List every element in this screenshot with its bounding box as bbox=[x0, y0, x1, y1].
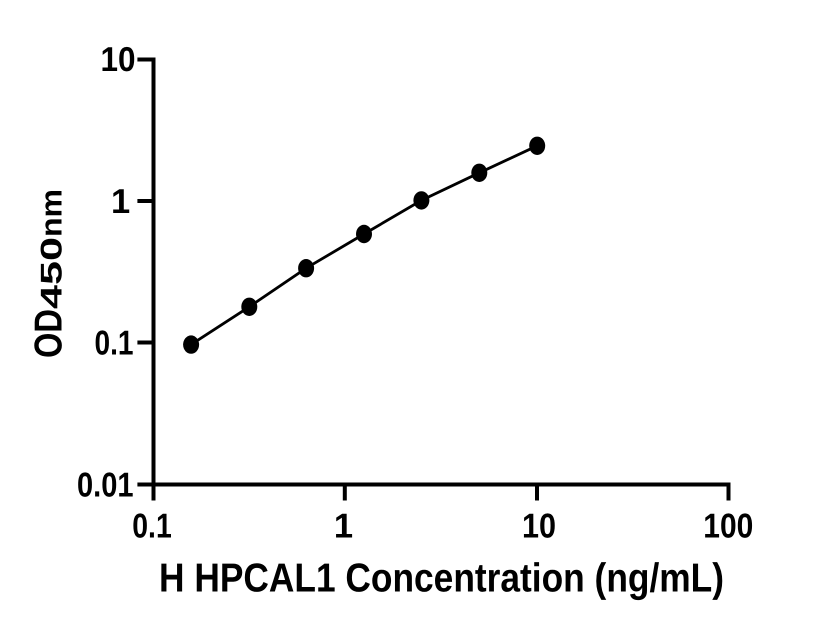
svg-text:0.1: 0.1 bbox=[95, 324, 134, 362]
svg-text:100: 100 bbox=[703, 508, 753, 546]
svg-text:10: 10 bbox=[522, 508, 556, 546]
svg-text:1: 1 bbox=[334, 508, 353, 546]
svg-text:OD450nm: OD450nm bbox=[28, 189, 71, 358]
svg-text:0.1: 0.1 bbox=[132, 508, 172, 546]
svg-text:0.01: 0.01 bbox=[77, 467, 134, 505]
svg-text:10: 10 bbox=[101, 41, 136, 79]
svg-text:1: 1 bbox=[111, 183, 130, 221]
svg-text:H HPCAL1 Concentration (ng/mL): H HPCAL1 Concentration (ng/mL) bbox=[159, 555, 724, 601]
